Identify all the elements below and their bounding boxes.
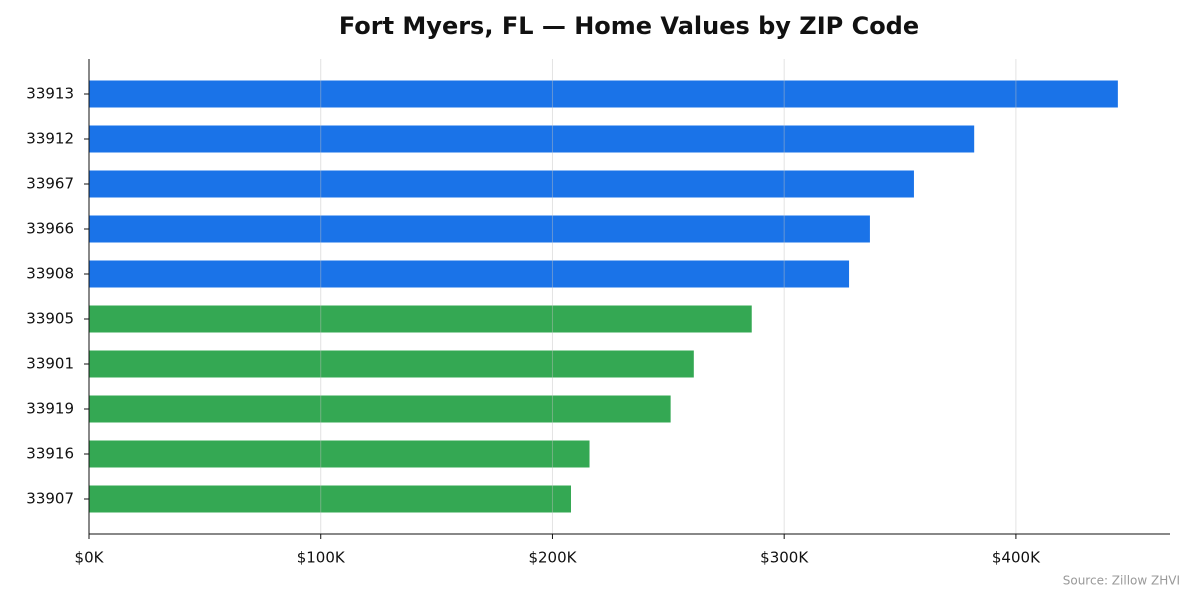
y-tick-label: 33907 — [26, 490, 74, 508]
x-tick-label: $400K — [992, 549, 1041, 567]
source-note: Source: Zillow ZHVI — [1063, 574, 1180, 588]
bar — [89, 215, 870, 243]
x-tick-label: $0K — [75, 549, 105, 567]
bar — [89, 260, 850, 288]
bar — [89, 485, 571, 513]
y-tick-label: 33967 — [26, 175, 74, 193]
bar — [89, 350, 694, 378]
y-tick-label: 33908 — [26, 265, 74, 283]
x-tick-label: $200K — [528, 549, 577, 567]
y-tick-label: 33919 — [26, 400, 74, 418]
chart-title: Fort Myers, FL — Home Values by ZIP Code — [339, 12, 919, 40]
bar — [89, 80, 1118, 108]
x-tick-label: $300K — [760, 549, 809, 567]
bar — [89, 170, 914, 198]
bar — [89, 125, 975, 153]
y-tick-label: 33916 — [26, 445, 74, 463]
bar — [89, 440, 590, 468]
y-tick-label: 33966 — [26, 220, 74, 238]
y-tick-label: 33905 — [26, 310, 74, 328]
x-tick-label: $100K — [297, 549, 346, 567]
y-tick-label: 33901 — [26, 355, 74, 373]
bar — [89, 305, 752, 333]
y-tick-label: 33913 — [26, 85, 74, 103]
bar — [89, 395, 671, 423]
y-tick-label: 33912 — [26, 130, 74, 148]
